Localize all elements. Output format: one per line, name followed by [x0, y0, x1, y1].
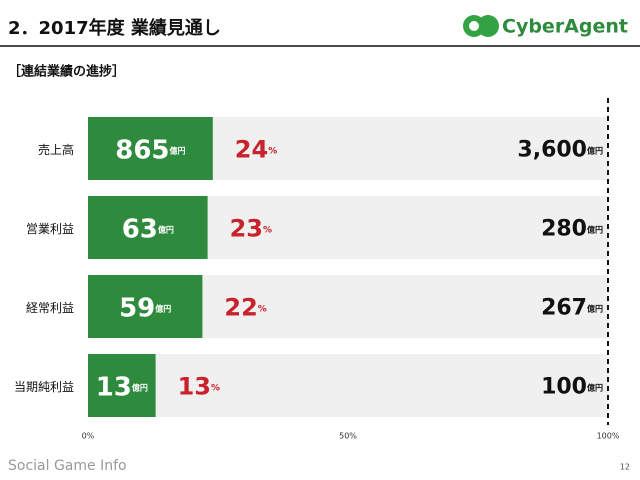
target-label: 100億円: [541, 375, 603, 400]
value-label: 22%: [224, 294, 266, 322]
value-unit: %: [268, 146, 277, 156]
target-value: 3,600: [517, 138, 587, 163]
category-label: 経常利益: [26, 301, 74, 315]
slide-title: 2．2017年度 業績見通し: [8, 17, 221, 39]
actual-value: 63: [122, 214, 158, 244]
value-label: 24%: [235, 136, 277, 164]
target-unit: 億円: [587, 303, 603, 313]
chart-subtitle: ［連結業績の進捗］: [8, 64, 125, 80]
x-tick-label: 50%: [339, 432, 357, 441]
value-unit: %: [258, 304, 267, 314]
actual-unit: 億円: [155, 303, 171, 313]
bar: [88, 354, 156, 417]
actual-value: 865: [115, 135, 169, 165]
category-label: 売上高: [38, 142, 74, 157]
logo: CyberAgent: [463, 15, 628, 38]
actual-label: 865億円: [115, 135, 185, 165]
target-label: 3,600億円: [517, 138, 603, 163]
value-number: 22: [224, 294, 257, 322]
bar-track: [88, 354, 608, 417]
logo-icon: [469, 21, 479, 31]
actual-unit: 億円: [158, 224, 174, 234]
target-unit: 億円: [587, 145, 603, 155]
value-number: 13: [178, 373, 211, 401]
target-value: 100: [541, 375, 587, 400]
value-label: 13%: [178, 373, 220, 401]
value-label: 23%: [230, 215, 272, 243]
value-number: 24: [235, 136, 268, 164]
category-label: 当期純利益: [14, 380, 74, 394]
bar: [88, 117, 213, 180]
value-unit: %: [263, 225, 272, 235]
page-number: 12: [620, 463, 630, 472]
actual-unit: 億円: [132, 382, 148, 392]
bar: [88, 275, 203, 338]
logo-text: CyberAgent: [502, 16, 628, 38]
target-value: 280: [541, 217, 587, 242]
actual-label: 59億円: [119, 293, 171, 323]
actual-value: 59: [119, 293, 155, 323]
actual-unit: 億円: [170, 145, 186, 155]
category-label: 営業利益: [26, 222, 74, 236]
actual-label: 13億円: [96, 372, 148, 402]
actual-label: 63億円: [122, 214, 174, 244]
target-label: 280億円: [541, 217, 603, 242]
target-value: 267: [541, 296, 587, 321]
target-label: 267億円: [541, 296, 603, 321]
value-unit: %: [211, 383, 220, 393]
actual-value: 13: [96, 372, 132, 402]
logo-icon: [477, 15, 499, 37]
target-unit: 億円: [587, 224, 603, 234]
x-tick-label: 100%: [597, 432, 620, 441]
bar: [88, 196, 208, 259]
x-tick-label: 0%: [82, 432, 95, 441]
target-unit: 億円: [587, 382, 603, 392]
watermark: Social Game Info: [8, 458, 127, 474]
value-number: 23: [230, 215, 263, 243]
